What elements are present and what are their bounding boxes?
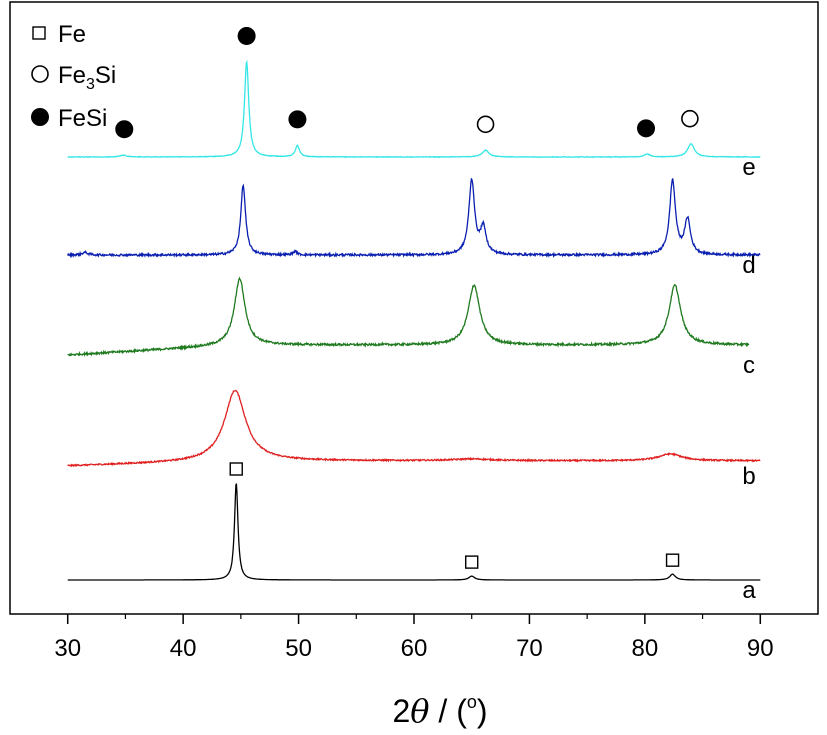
fe-peak-marker [229, 462, 243, 476]
x-tick-label: 50 [285, 635, 312, 662]
fesi-peak-marker [637, 119, 656, 138]
fe-peak-marker [665, 553, 680, 567]
fesi-peak-marker [288, 110, 307, 129]
x-tick-label: 90 [747, 635, 774, 662]
series-line-b [67, 389, 761, 468]
fe-peak-marker [465, 555, 479, 569]
x-tick-label: 40 [170, 635, 197, 662]
x-tick-label: 60 [401, 635, 428, 662]
legend-marker-fesi [31, 108, 49, 126]
fesi-peak-marker [237, 26, 256, 45]
legend-label-tail: Si [95, 62, 116, 89]
series-label-c: c [743, 352, 755, 379]
series-layer: a b c d e [67, 59, 761, 604]
x-tick-label: 70 [516, 635, 543, 662]
legend-label-main: Fe [58, 62, 86, 89]
x-tick-label: 80 [632, 635, 659, 662]
series-label-e: e [742, 154, 755, 181]
x-axis-label-num: 2 [392, 693, 410, 729]
plot-frame [9, 1, 819, 615]
x-axis-label-symbol: θ [410, 692, 429, 730]
x-axis-label-close: ) [477, 693, 488, 729]
fe3si-peak-marker [681, 109, 699, 128]
fesi-peak-marker [115, 120, 134, 139]
x-axis-label: 2θ / (o) [392, 692, 487, 730]
x-axis-label-degree: o [467, 692, 477, 712]
legend-label: Fe [58, 21, 86, 48]
peak-markers [115, 26, 699, 569]
fe3si-peak-marker [476, 115, 495, 134]
legend-label-subscript: 3 [86, 76, 95, 93]
legend-marker-fe3si [31, 65, 49, 83]
legend-marker-fe [32, 26, 46, 40]
series-label-b: b [742, 463, 755, 490]
x-axis-label-sep: / ( [430, 693, 468, 729]
series-line-d [67, 177, 761, 259]
series-label-a: a [742, 577, 756, 604]
series-line-a [67, 483, 761, 581]
series-line-c [67, 276, 750, 358]
series-line-e [67, 59, 761, 159]
x-tick-label: 30 [54, 635, 81, 662]
legend-label: FeSi [58, 105, 107, 132]
legend-label: Fe3Si [58, 62, 116, 93]
series-label-d: d [742, 252, 755, 279]
x-axis: 30 40 50 60 70 80 90 [54, 614, 774, 662]
